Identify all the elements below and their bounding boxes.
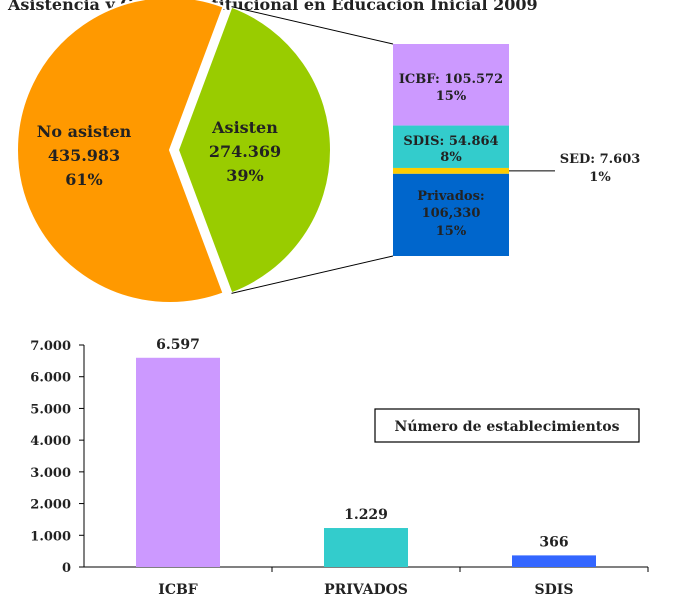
- x-tick-label: ICBF: [158, 582, 198, 598]
- x-tick-label: PRIVADOS: [324, 582, 408, 598]
- y-tick-label: 2.000: [30, 498, 71, 513]
- stack-label-sdis: SDIS: 54.864: [403, 134, 498, 149]
- stack-percent-icbf: 15%: [436, 89, 467, 104]
- stack-percent-privados: 15%: [436, 224, 467, 239]
- annotation-text: Número de establecimientos: [395, 419, 620, 435]
- bar-icbf: [136, 357, 220, 567]
- y-tick-label: 7.000: [30, 339, 71, 354]
- bar-chart: 0 1.000 2.000 3.000 4.000 5.000 6.000 7.000 6.59…: [30, 337, 649, 598]
- y-tick-label: 6.000: [30, 371, 71, 386]
- stack-label-sed: SED: 7.603: [560, 152, 641, 167]
- page-title: Asistencia y Oferta Institucional en Edu…: [7, 0, 538, 14]
- y-tick-label: 1.000: [30, 529, 71, 544]
- stack-segment-2: [393, 167, 509, 174]
- stack-label-privados-2: 106,330: [422, 206, 481, 221]
- pie-percent-no-asisten: 61%: [65, 170, 102, 189]
- connector-line-top: [231, 6, 394, 45]
- connector-line-bottom: [231, 255, 394, 294]
- pie-value-asisten: 274.369: [209, 142, 281, 161]
- stack-label-privados-1: Privados:: [417, 189, 484, 204]
- pie-slice-asisten: [176, 5, 332, 295]
- pie-slice-no-asisten: [16, 0, 225, 304]
- y-tick-label: 4.000: [30, 434, 71, 449]
- stack-percent-sed: 1%: [589, 170, 611, 185]
- bar-sdis: [512, 555, 596, 567]
- bar-value-label: 366: [539, 534, 568, 550]
- bar-privados: [324, 528, 408, 567]
- pie-label-asisten: Asisten: [211, 118, 278, 137]
- stack-percent-sdis: 8%: [440, 150, 462, 165]
- pie-percent-asisten: 39%: [226, 166, 263, 185]
- pie-chart: No asisten 435.983 61% Asisten 274.369 39%: [16, 0, 332, 304]
- stack-segment-0: [393, 44, 509, 126]
- pie-value-no-asisten: 435.983: [48, 146, 120, 165]
- stack-segment-1: [393, 125, 509, 168]
- bar-value-label: 6.597: [156, 337, 200, 353]
- x-tick-label: SDIS: [535, 582, 574, 598]
- y-tick-label: 3.000: [30, 466, 71, 481]
- stack-label-icbf: ICBF: 105.572: [399, 72, 503, 87]
- annotation-box: [374, 408, 640, 443]
- y-tick-label: 0: [62, 561, 71, 576]
- stack-segment-3: [393, 173, 509, 256]
- y-tick-label: 5.000: [30, 402, 71, 417]
- pie-label-no-asisten: No asisten: [37, 122, 132, 141]
- bar-value-label: 1.229: [344, 507, 388, 523]
